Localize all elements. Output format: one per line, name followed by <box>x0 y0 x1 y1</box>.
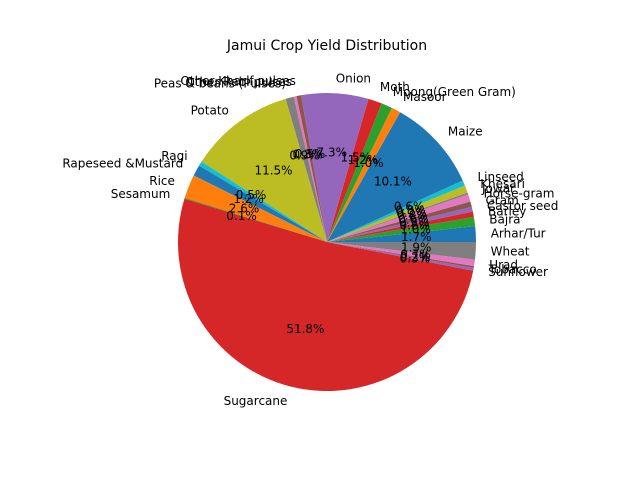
pct-label-ragi: 0.5% <box>236 188 267 202</box>
pie-slice-rapeseed-mustard <box>193 165 327 242</box>
pie-slice-bajra <box>327 216 476 242</box>
pie-slice-sugarcane <box>177 198 474 392</box>
category-label-rice: Rice <box>149 174 175 188</box>
category-label-khesari: Khesari <box>480 177 525 191</box>
pie-slice-sesamum <box>184 197 327 242</box>
pie-slice-masoor <box>327 107 401 243</box>
category-label-ragi: Ragi <box>161 149 187 163</box>
pie-slice-maize <box>327 112 463 242</box>
pct-label-sesamum: 0.1% <box>226 209 257 223</box>
category-label-onion: Onion <box>336 71 371 85</box>
category-label-sugarcane: Sugarcane <box>224 394 288 408</box>
category-label-linseed: Linseed <box>478 170 524 184</box>
category-label-moth: Moth <box>380 80 410 94</box>
category-label-masoor: Masoor <box>403 90 447 104</box>
pct-label-peas-beans-pulses: 0.9% <box>289 149 320 163</box>
pie-slice-jowar <box>327 192 469 242</box>
pct-label-arhar-tur: 1.7% <box>401 230 432 244</box>
category-label-moong-green-gram: Moong(Green Gram) <box>393 85 516 99</box>
category-label-jowar: Jowar <box>481 182 515 196</box>
pct-label-gram: 0.6% <box>398 212 429 226</box>
pie-slice-arhar-tur <box>327 226 477 242</box>
category-label-potato: Potato <box>191 104 229 118</box>
pie-slice-moth <box>327 98 382 243</box>
category-label-urad: Urad <box>489 258 518 272</box>
pie-slice-castor-seed <box>327 206 473 242</box>
pct-label-bajra: 1.0% <box>400 223 431 237</box>
pct-label-onion: 7.3% <box>317 146 348 160</box>
pct-label-tobacco: 0.2% <box>400 250 431 264</box>
category-label-sunflower: Sunflower <box>488 265 548 279</box>
category-label-gram: Gram <box>486 193 519 207</box>
pct-label-moth: 1.5% <box>341 150 372 164</box>
pct-label-jowar: 0.2% <box>396 206 427 220</box>
pie-slice-linseed <box>327 180 465 242</box>
pct-label-other-rabi-pulses: 0.3% <box>293 148 324 162</box>
category-label-bajra: Bajra <box>489 213 520 227</box>
pie-slices <box>177 92 477 392</box>
pie-slice-barley <box>327 211 474 242</box>
pct-label-linseed: 0.6% <box>394 200 425 214</box>
pie-slice-gram <box>327 201 472 242</box>
pct-label-urad: 0.7% <box>400 248 431 262</box>
pct-label-other-kharif-pulses: 0.5% <box>295 147 326 161</box>
pie-slice-khesari <box>327 185 468 242</box>
percentage-labels: 1.7%1.0%0.6%0.5%0.6%0.8%0.2%0.8%0.6%10.1… <box>226 146 431 336</box>
pct-label-khesari: 0.8% <box>395 203 426 217</box>
pie-slice-other-kharif-pulses <box>296 95 327 242</box>
pie-slice-moong-green-gram <box>327 103 392 242</box>
pie-slice-horse-gram <box>327 194 471 242</box>
pct-label-barley: 0.6% <box>400 218 431 232</box>
pie-slice-tobacco <box>327 242 475 268</box>
category-label-other-rabi-pulses: Other Rabi pulses <box>185 75 292 89</box>
pie-slice-rice <box>184 175 327 242</box>
pct-label-maize: 10.1% <box>374 175 412 189</box>
category-label-peas-beans-pulses: Peas & beans (Pulses) <box>154 76 286 90</box>
pct-label-wheat: 1.9% <box>401 240 432 254</box>
pct-label-castor-seed: 0.5% <box>399 215 430 229</box>
category-label-sesamum: Sesamum <box>111 187 171 201</box>
pct-label-potato: 11.5% <box>254 163 292 177</box>
category-label-other-kharif-pulses: Other Kharif pulses <box>180 74 295 88</box>
category-label-wheat: Wheat <box>491 245 530 259</box>
pie-slice-other-rabi-pulses <box>293 96 327 242</box>
category-label-horse-gram: Horse-gram <box>484 187 555 201</box>
chart-title: Jamui Crop Yield Distribution <box>226 38 427 54</box>
category-label-rapeseed-mustard: Rapeseed &Mustard <box>62 156 183 170</box>
pct-label-horse-gram: 0.8% <box>397 209 428 223</box>
pct-label-masoor: 1.0% <box>353 156 384 170</box>
pct-label-rapeseed-mustard: 1.2% <box>233 192 264 206</box>
pie-slice-onion <box>301 92 369 242</box>
pct-label-moong-green-gram: 1.2% <box>348 153 379 167</box>
category-label-barley: Barley <box>488 204 526 218</box>
pie-slice-urad <box>327 242 475 267</box>
pie-slice-peas-beans-pulses <box>285 96 327 243</box>
pie-slice-ragi <box>199 161 327 242</box>
pct-label-sugarcane: 51.8% <box>286 322 324 336</box>
pie-slice-potato <box>201 98 327 243</box>
category-label-tobacco: Tobacco <box>488 263 537 277</box>
category-label-castor-seed: Castor seed <box>487 199 558 213</box>
category-label-maize: Maize <box>448 124 483 138</box>
category-label-arhar-tur: Arhar/Tur <box>491 226 546 240</box>
pct-label-rice: 2.6% <box>229 202 260 216</box>
pie-slice-wheat <box>327 242 476 260</box>
pct-label-sunflower: 0.3% <box>400 251 431 265</box>
pie-slice-sunflower <box>327 242 474 271</box>
